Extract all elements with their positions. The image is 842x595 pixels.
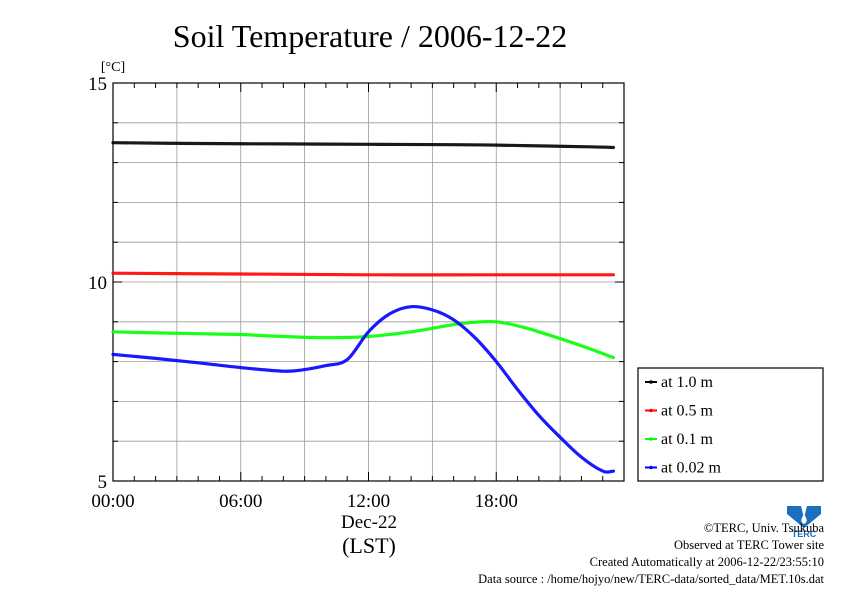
x-axis-label: (LST)	[342, 533, 396, 558]
x-tick-label: 06:00	[219, 491, 262, 512]
y-tick-label: 15	[88, 74, 107, 95]
legend-marker-at-1-0-m	[649, 380, 653, 384]
series-line-at-0-5-m	[111, 271, 615, 277]
legend-marker-at-0-02-m	[649, 465, 653, 470]
y-axis-unit-label: [°C]	[101, 60, 125, 75]
legend-label-at-0-02-m: at 0.02 m	[661, 460, 722, 477]
y-ticks: 5 10 15	[88, 74, 624, 493]
credit-source: Data source : /home/hojyo/new/TERC-data/…	[478, 572, 824, 586]
x-tick-label: 18:00	[475, 491, 518, 512]
series-group	[111, 141, 615, 474]
x-tick-label: 12:00	[347, 491, 390, 512]
legend-label-at-0-5-m: at 0.5 m	[661, 403, 714, 420]
x-tick-label: 00:00	[91, 491, 134, 512]
legend-label-at-1-0-m: at 1.0 m	[661, 374, 714, 391]
terc-logo-icon: TERC	[783, 504, 825, 538]
credit-copyright: ©TERC, Univ. Tsukuba	[703, 521, 824, 535]
grid	[113, 83, 624, 481]
credit-created: Created Automatically at 2006-12-22/23:5…	[589, 555, 824, 569]
chart-title: Soil Temperature / 2006-12-22	[173, 18, 567, 54]
legend-marker-at-0-5-m	[649, 408, 653, 413]
y-tick-label: 10	[88, 273, 107, 294]
x-axis-date-label: Dec-22	[341, 512, 397, 533]
credit-observed: Observed at TERC Tower site	[673, 538, 824, 552]
legend	[637, 367, 824, 482]
series-line-at-0-02-m	[111, 304, 615, 474]
legend-entries: at 1.0 m at 0.5 m at 0.1 m at 0.02 m	[645, 374, 722, 477]
legend-marker-at-0-1-m	[649, 437, 653, 441]
x-ticks: 00:00 06:00 12:00 18:00	[91, 83, 625, 512]
y-tick-label: 5	[98, 472, 108, 493]
logo-text: TERC	[792, 529, 817, 538]
legend-label-at-0-1-m: at 0.1 m	[661, 431, 714, 448]
series-line-at-1-0-m	[111, 141, 615, 150]
series-line-at-0-1-m	[111, 319, 615, 360]
